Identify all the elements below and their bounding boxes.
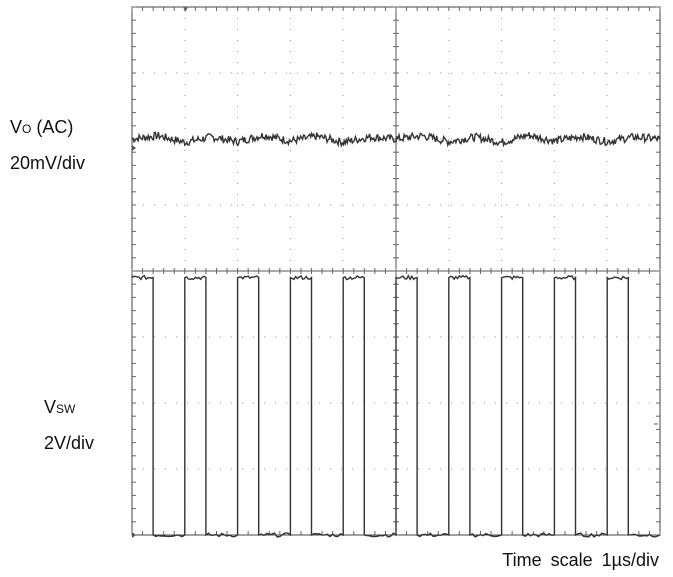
vsw-trace: [131, 274, 661, 538]
ch1-ground-marker: [132, 145, 136, 151]
ch2-ground-marker: [132, 532, 136, 538]
vsw-scale-label: 2V/div: [44, 433, 95, 453]
vo-trace: [131, 131, 661, 148]
vo-scale-label: 20mV/div: [10, 153, 86, 173]
time-scale-label: Time scale 1µs/div: [502, 550, 659, 570]
vo-channel-label: VO (AC): [10, 117, 74, 137]
vsw-channel-label: VSW: [44, 397, 76, 417]
trigger-marker: [183, 7, 188, 12]
